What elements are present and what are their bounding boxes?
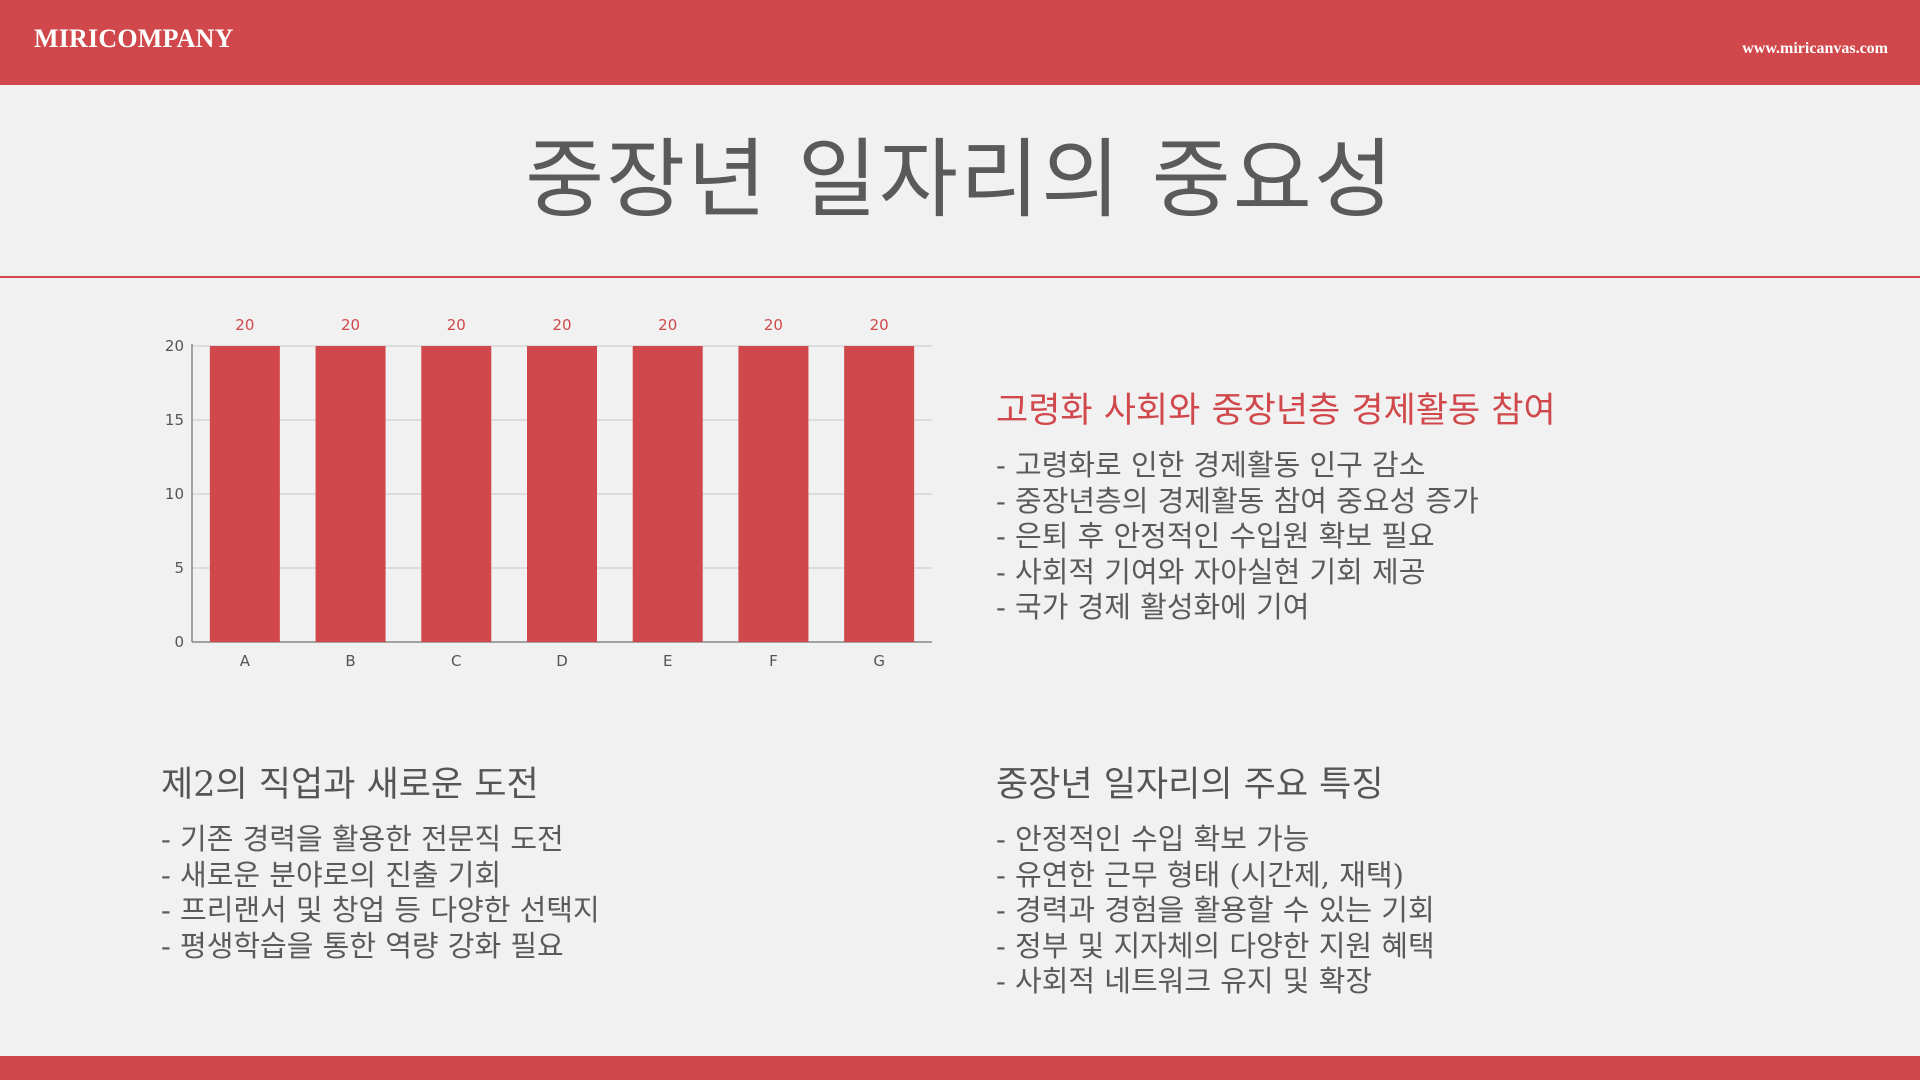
list-item: - 평생학습을 통한 역량 강화 필요 xyxy=(161,928,564,963)
list-item: - 사회적 기여와 자아실현 기회 제공 xyxy=(996,554,1426,589)
section-heading: 중장년 일자리의 주요 특징 xyxy=(996,765,1384,805)
y-tick-label: 10 xyxy=(165,485,184,503)
x-tick-label: G xyxy=(873,652,885,670)
bar xyxy=(421,346,492,642)
y-tick-label: 0 xyxy=(174,633,184,651)
y-tick-label: 5 xyxy=(174,559,184,577)
list-item: - 새로운 분야로의 진출 기회 xyxy=(161,857,502,892)
list-item: - 안정적인 수입 확보 가능 xyxy=(996,822,1310,856)
section-job-features: 중장년 일자리의 주요 특징 - 안정적인 수입 확보 가능 - 유연한 근무 … xyxy=(996,762,1435,1000)
data-label: 20 xyxy=(235,316,254,334)
data-label: 20 xyxy=(447,316,466,334)
title-divider xyxy=(0,276,1920,278)
list-item: - 고령화로 인한 경제활동 인구 감소 xyxy=(996,448,1426,482)
data-label: 20 xyxy=(870,316,889,334)
section-list: - 기존 경력을 활용한 전문직 도전 - 새로운 분야로의 진출 기회 - 프… xyxy=(161,822,600,964)
section-aging-society: 고령화 사회와 중장년층 경제활동 참여 - 고령화로 인한 경제활동 인구 감… xyxy=(996,388,1556,626)
x-tick-label: C xyxy=(451,652,461,670)
data-label: 20 xyxy=(341,316,360,334)
bar xyxy=(632,346,703,642)
bar xyxy=(844,346,915,642)
section-list: - 안정적인 수입 확보 가능 - 유연한 근무 형태 (시간제, 재택) - … xyxy=(996,822,1435,1000)
bar xyxy=(527,346,597,642)
data-label: 20 xyxy=(658,316,677,334)
section-second-career: 제2의 직업과 새로운 도전 - 기존 경력을 활용한 전문직 도전 - 새로운… xyxy=(161,762,600,964)
section-heading: 고령화 사회와 중장년층 경제활동 참여 xyxy=(996,391,1556,431)
footer-bar xyxy=(0,1056,1920,1080)
section-heading: 제2의 직업과 새로운 도전 xyxy=(161,765,539,805)
x-tick-label: E xyxy=(663,652,672,670)
list-item: - 유연한 근무 형태 (시간제, 재택) xyxy=(996,857,1404,892)
list-item: - 프리랜서 및 창업 등 다양한 선택지 xyxy=(161,893,600,927)
x-tick-label: F xyxy=(769,652,778,670)
bar xyxy=(315,346,386,642)
website-url: www.miricanvas.com xyxy=(1742,40,1888,57)
x-tick-label: A xyxy=(240,652,251,670)
x-tick-label: D xyxy=(556,652,568,670)
bar-chart: 0 5 10 15 20 20 A 20 B 20 C 20 D 20 E 20 F 20 G xyxy=(165,316,932,670)
header-bar: MIRICOMPANY www.miricanvas.com xyxy=(0,0,1920,85)
list-item: - 사회적 네트워크 유지 및 확장 xyxy=(996,964,1373,998)
page-title: 중장년 일자리의 중요성 xyxy=(525,130,1395,230)
y-tick-label: 20 xyxy=(165,337,184,355)
x-tick-label: B xyxy=(345,652,355,670)
list-item: - 은퇴 후 안정적인 수입원 확보 필요 xyxy=(996,519,1435,553)
brand-logo: MIRICOMPANY xyxy=(34,24,234,53)
list-item: - 중장년층의 경제활동 참여 중요성 증가 xyxy=(996,483,1479,518)
data-label: 20 xyxy=(552,316,571,334)
bar xyxy=(738,346,809,642)
list-item: - 국가 경제 활성화에 기여 xyxy=(996,590,1310,624)
section-list: - 고령화로 인한 경제활동 인구 감소 - 중장년층의 경제활동 참여 중요성… xyxy=(996,448,1556,626)
bar xyxy=(209,346,280,642)
data-label: 20 xyxy=(764,316,783,334)
list-item: - 정부 및 지자체의 다양한 지원 혜택 xyxy=(996,928,1435,963)
y-tick-label: 15 xyxy=(165,411,184,429)
list-item: - 경력과 경험을 활용할 수 있는 기회 xyxy=(996,893,1435,927)
list-item: - 기존 경력을 활용한 전문직 도전 xyxy=(161,822,564,856)
